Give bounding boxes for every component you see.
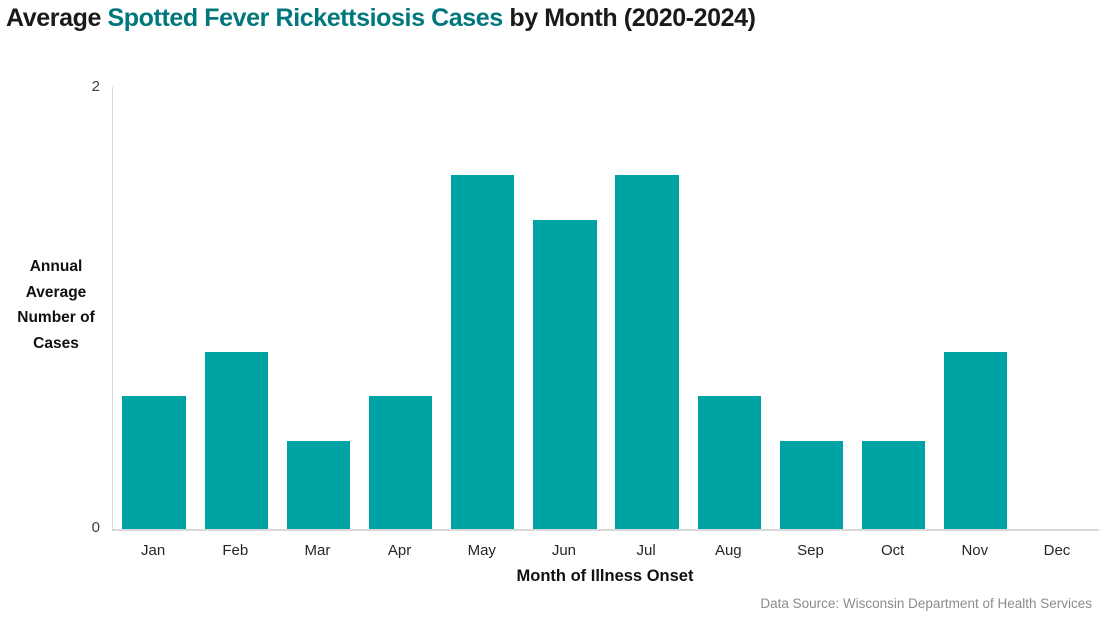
x-axis-title: Month of Illness Onset [516, 567, 694, 585]
y-axis-title-line: Annual [29, 258, 83, 275]
bar-nov [944, 352, 1008, 529]
bar-jun [533, 219, 597, 529]
bar-jul [615, 175, 679, 529]
plot-area [112, 87, 1099, 531]
y-axis-title: Annual Average Number of Cases [8, 254, 104, 356]
bar-feb [204, 352, 268, 529]
bar-jan [122, 396, 186, 529]
bar-slot-sep [770, 87, 852, 529]
bar-slot-apr [360, 87, 442, 529]
bar-slot-jul [606, 87, 688, 529]
x-tick-may: May [467, 542, 496, 559]
bar-slot-dec [1017, 87, 1099, 529]
x-tick-dec: Dec [1043, 542, 1071, 559]
bar-aug [697, 396, 761, 529]
bar-slot-oct [853, 87, 935, 529]
bar-slot-aug [688, 87, 770, 529]
bar-slot-may [442, 87, 524, 529]
y-axis-title-line: Number of [17, 309, 95, 326]
y-axis-title-line: Cases [33, 334, 79, 352]
bar-mar [286, 440, 351, 529]
x-tick-oct: Oct [880, 542, 905, 559]
x-tick-jul: Jul [636, 542, 656, 559]
bar-slot-jan [113, 87, 195, 529]
y-tick-max: 2 [91, 78, 100, 95]
chart-title-suffix: by Month (2020-2024) [502, 4, 756, 32]
bar-sep [779, 440, 844, 529]
y-axis-title-line: Average [25, 283, 87, 301]
data-source-note: Data Source: Wisconsin Department of Hea… [760, 596, 1092, 611]
x-tick-apr: Apr [387, 542, 412, 559]
x-tick-jun: Jun [551, 542, 577, 559]
y-tick-zero: 0 [91, 519, 100, 536]
chart-title-highlight: Spotted Fever Rickettsiosis Cases [107, 4, 504, 32]
x-tick-nov: Nov [961, 542, 989, 559]
bar-slot-mar [277, 87, 359, 529]
bar-apr [368, 396, 433, 529]
bar-may [451, 175, 515, 529]
bar-oct [862, 440, 926, 529]
x-tick-mar: Mar [304, 542, 331, 559]
x-axis-tick-labels: Jan Feb Mar Apr May Jun Jul Aug Sep Oct Nov Dec [112, 542, 1098, 559]
chart-title-prefix: Average [6, 4, 108, 32]
x-tick-aug: Aug [714, 542, 742, 559]
x-tick-jan: Jan [140, 542, 166, 559]
x-tick-feb: Feb [222, 542, 249, 559]
chart-title: Average Spotted Fever Rickettsiosis Case… [6, 4, 756, 33]
bar-slot-jun [524, 87, 606, 529]
bar-slot-nov [935, 87, 1017, 529]
bar-slot-feb [195, 87, 277, 529]
x-tick-sep: Sep [797, 542, 824, 559]
